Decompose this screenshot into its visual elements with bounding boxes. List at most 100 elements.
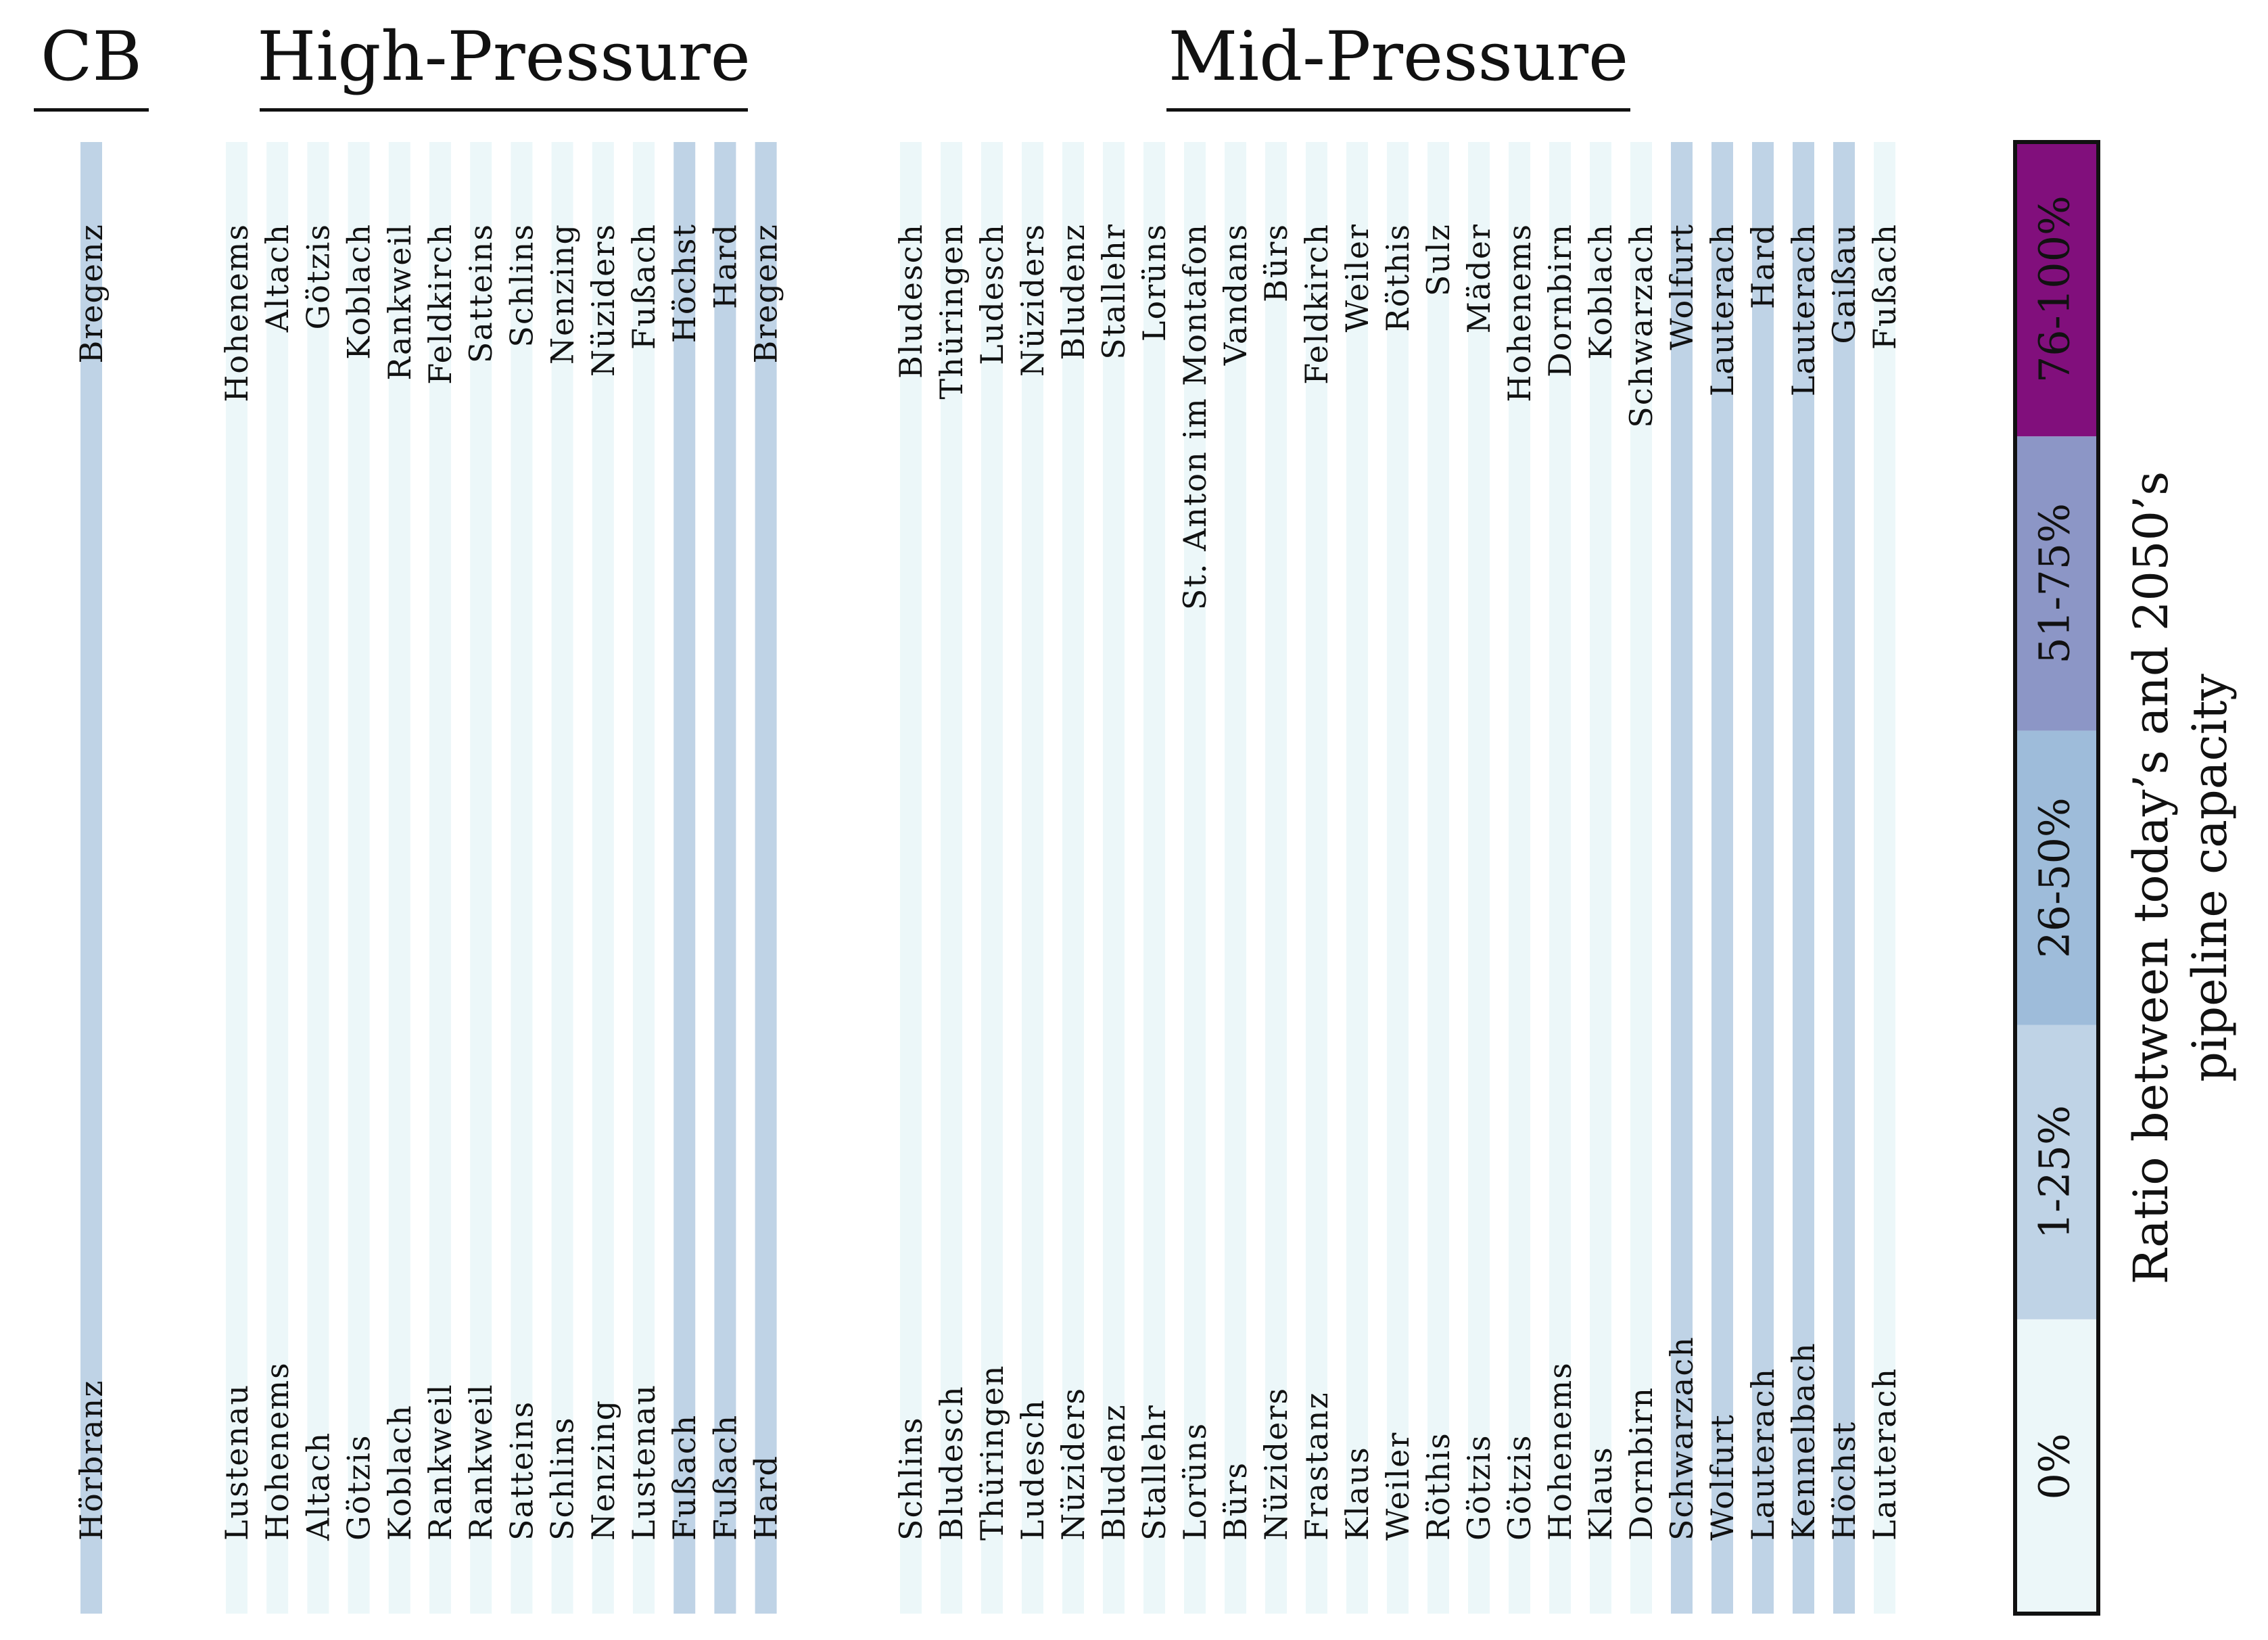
pipeline-label-from: Ludesch xyxy=(1014,1399,1051,1541)
legend-label: 0% xyxy=(2030,1433,2079,1499)
pipeline-bar xyxy=(755,142,777,1614)
pipeline-label-from: Höchst xyxy=(1826,1421,1862,1541)
pipeline-bar xyxy=(1225,142,1246,1614)
pipeline-bar xyxy=(1711,142,1733,1614)
pipeline-bar xyxy=(266,142,289,1614)
legend-swatch-1-25 xyxy=(2015,1025,2098,1319)
legend-label: 76-100% xyxy=(2030,195,2079,383)
pipeline-bar xyxy=(1103,142,1125,1614)
pipeline-bar xyxy=(388,142,410,1614)
pipeline-label-from: Götzis xyxy=(1501,1434,1538,1541)
pipeline-label-to: Feldkirch xyxy=(1298,223,1335,385)
pipeline-label-to: Thüringen xyxy=(933,223,970,400)
pipeline-label-from: Klaus xyxy=(1339,1446,1375,1541)
pipeline-label-from: Kennelbach xyxy=(1785,1342,1822,1541)
legend: 0% 1-25% 26-50% 51-75% 76-100% xyxy=(2013,140,2100,1616)
pipeline-bar xyxy=(981,142,1003,1614)
pipeline-bar xyxy=(1590,142,1611,1614)
pipeline-label-to: Bludenz xyxy=(1055,223,1091,360)
pipeline-label-to: Feldkirch xyxy=(422,223,458,385)
pipeline-label-to: Mäder xyxy=(1461,223,1497,333)
pipeline-label-from: Hohenems xyxy=(259,1361,296,1541)
pipeline-label-to: Höchst xyxy=(666,223,703,343)
pipeline-label-from: Lustenau xyxy=(625,1384,662,1541)
pipeline-bar xyxy=(592,142,614,1614)
pipeline-bar xyxy=(1833,142,1855,1614)
pipeline-label-to: Bregenz xyxy=(73,223,110,364)
pipeline-label-to: Bludesch xyxy=(893,223,929,379)
pipeline-label-from: Lauterach xyxy=(1866,1367,1903,1541)
pipeline-label-from: Götzis xyxy=(1461,1434,1497,1541)
pipeline-label-from: Frastanz xyxy=(1298,1391,1335,1541)
pipeline-label-from: Lustenau xyxy=(218,1384,255,1541)
legend-title-line2: pipeline capacity xyxy=(2182,674,2238,1082)
pipeline-label-from: Schwarzach xyxy=(1663,1336,1700,1541)
pipeline-bar xyxy=(1752,142,1774,1614)
pipeline-bar xyxy=(1184,142,1206,1614)
group-header-underline xyxy=(34,108,149,112)
pipeline-bar xyxy=(511,142,533,1614)
pipeline-label-from: Götzis xyxy=(341,1434,377,1541)
pipeline-label-to: Dornbirn xyxy=(1542,223,1578,377)
pipeline-bar xyxy=(1874,142,1895,1614)
pipeline-bar xyxy=(1509,142,1530,1614)
pipeline-label-from: Thüringen xyxy=(974,1364,1010,1541)
pipeline-label-to: Stallehr xyxy=(1095,223,1132,360)
pipeline-label-from: Wolfurt xyxy=(1704,1413,1741,1541)
pipeline-label-from: Dornbirn xyxy=(1623,1386,1659,1541)
pipeline-bar xyxy=(1062,142,1084,1614)
pipeline-label-to: Hard xyxy=(707,223,743,309)
pipeline-label-from: Altach xyxy=(300,1432,336,1541)
pipeline-label-to: Fußach xyxy=(625,223,662,350)
pipeline-label-to: Koblach xyxy=(341,223,377,360)
pipeline-bar xyxy=(470,142,492,1614)
group-header-underline xyxy=(260,108,748,112)
legend-label: 1-25% xyxy=(2030,1105,2079,1239)
group-header-mid-pressure: Mid-Pressure xyxy=(1168,17,1628,96)
pipeline-bar xyxy=(80,142,102,1614)
pipeline-label-from: Rankweil xyxy=(463,1383,499,1541)
pipeline-bar xyxy=(429,142,451,1614)
legend-swatch-76-100 xyxy=(2015,142,2098,437)
pipeline-bar xyxy=(1022,142,1043,1614)
pipeline-labels-layer: BregenzHörbranzHohenemsLustenauAltachHoh… xyxy=(73,223,1903,1541)
legend-swatch-26-50 xyxy=(2015,730,2098,1025)
pipeline-label-to: Hohenems xyxy=(218,223,255,402)
pipeline-bar xyxy=(900,142,922,1614)
pipeline-bar xyxy=(1630,142,1652,1614)
pipeline-label-to: Hohenems xyxy=(1501,223,1538,402)
pipeline-label-to: Schlins xyxy=(503,223,540,348)
pipeline-label-from: Stallehr xyxy=(1136,1404,1173,1541)
pipeline-label-from: Satteins xyxy=(503,1401,540,1541)
pipeline-label-from: Hörbranz xyxy=(73,1379,110,1541)
legend-title-line1: Ratio between today’s and 2050’s xyxy=(2123,471,2179,1284)
pipeline-bar xyxy=(1793,142,1814,1614)
pipeline-bar xyxy=(1265,142,1287,1614)
pipeline-label-to: Wolfurt xyxy=(1663,223,1700,350)
pipeline-bar xyxy=(1427,142,1449,1614)
pipeline-label-from: Rankweil xyxy=(422,1383,458,1541)
pipeline-bar xyxy=(1671,142,1693,1614)
group-header-high-pressure: High-Pressure xyxy=(257,17,751,96)
pipeline-bar xyxy=(1468,142,1490,1614)
group-header-underline xyxy=(1166,108,1630,112)
pipeline-label-to: Schwarzach xyxy=(1623,223,1659,428)
pipeline-label-to: Nüziders xyxy=(1014,223,1051,377)
pipeline-label-from: Schlins xyxy=(893,1416,929,1541)
pipeline-label-to: Götzis xyxy=(300,223,336,329)
pipeline-label-to: Lauterach xyxy=(1704,223,1741,396)
pipeline-bar xyxy=(633,142,655,1614)
pipeline-label-to: Lauterach xyxy=(1785,223,1822,396)
pipeline-bar xyxy=(1306,142,1327,1614)
pipeline-label-to: Koblach xyxy=(1582,223,1619,360)
pipeline-label-to: Gaißau xyxy=(1826,223,1862,344)
pipeline-label-from: Fußach xyxy=(666,1414,703,1541)
pipeline-bars-layer xyxy=(80,142,1895,1614)
pipeline-label-to: Nenzing xyxy=(544,223,581,365)
pipeline-label-from: Nüziders xyxy=(1055,1387,1091,1541)
legend-title: Ratio between today’s and 2050’s pipelin… xyxy=(2123,471,2238,1284)
pipeline-label-to: Ludesch xyxy=(974,223,1010,365)
pipeline-label-to: Röthis xyxy=(1379,223,1416,332)
pipeline-label-from: Bürs xyxy=(1217,1461,1254,1541)
